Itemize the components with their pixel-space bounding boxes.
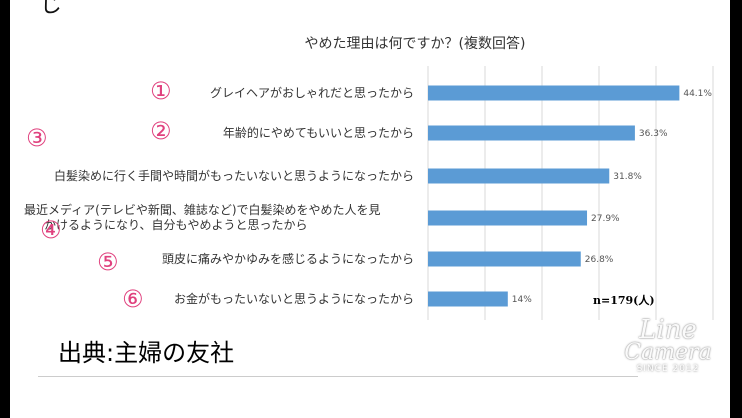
category-label-line: お金がもったいないと思うようになったから [173,291,414,306]
rank-marker: ② [150,117,172,145]
chart-title: やめた理由は何ですか？(複数回答) [304,36,526,52]
bar [428,168,610,184]
category-label: お金がもったいないと思うようになったから [24,292,414,307]
rank-marker: ⑤ [97,248,119,276]
category-label: 最近メディア(テレビや新聞、雑誌など)で白髪染めをやめた人を見 かけるようになり、… [24,203,414,233]
bar [428,85,680,101]
bar [428,210,588,226]
rank-marker: ⑥ [122,285,144,313]
value-label: 14% [512,295,532,305]
rank-marker: ④ [40,216,62,244]
watermark-logo: Line Camera SINCE 2012 [624,315,712,374]
category-label: グレイヘアがおしゃれだと思ったから [24,86,414,101]
category-label-line: 白髪染めに行く手間や時間がもったいないと思うようになったから [53,168,414,183]
category-label: 頭皮に痛みやかゆみを感じるようになったから [24,252,414,267]
value-label: 26.8% [585,255,614,265]
category-label-line: かけるようになり、自分もやめようと思ったから [44,218,308,232]
category-label-line: 頭皮に痛みやかゆみを感じるようになったから [161,251,414,266]
category-label-line: 最近メディア(テレビや新聞、雑誌など)で白髪染めをやめた人を見 [24,203,381,217]
value-label: 27.9% [591,214,620,224]
value-label: 44.1% [683,89,712,99]
category-label: 白髪染めに行く手間や時間がもったいないと思うようになったから [24,169,414,184]
rank-marker: ③ [26,124,48,152]
slide: じ やめた理由は何ですか？(複数回答) 44.1% 36.3% 31.8% 27.9%… [10,0,730,418]
bar [428,125,635,141]
divider [38,376,638,377]
value-label: 36.3% [639,129,668,139]
sample-size-note: n=179(人) [593,294,655,307]
bar-chart: 44.1% 36.3% 31.8% 27.9% 26.8% 14% [427,66,714,320]
bar [428,291,508,307]
source-caption: 出典:主婦の友社 [58,339,235,367]
category-label: 年齢的にやめてもいいと思ったから [24,126,414,141]
partial-heading: じ [40,0,65,18]
category-label-line: 年齢的にやめてもいいと思ったから [222,125,414,140]
bar [428,251,581,267]
rank-marker: ① [150,77,172,105]
category-label-line: グレイヘアがおしゃれだと思ったから [209,85,414,100]
value-label: 31.8% [613,172,642,182]
